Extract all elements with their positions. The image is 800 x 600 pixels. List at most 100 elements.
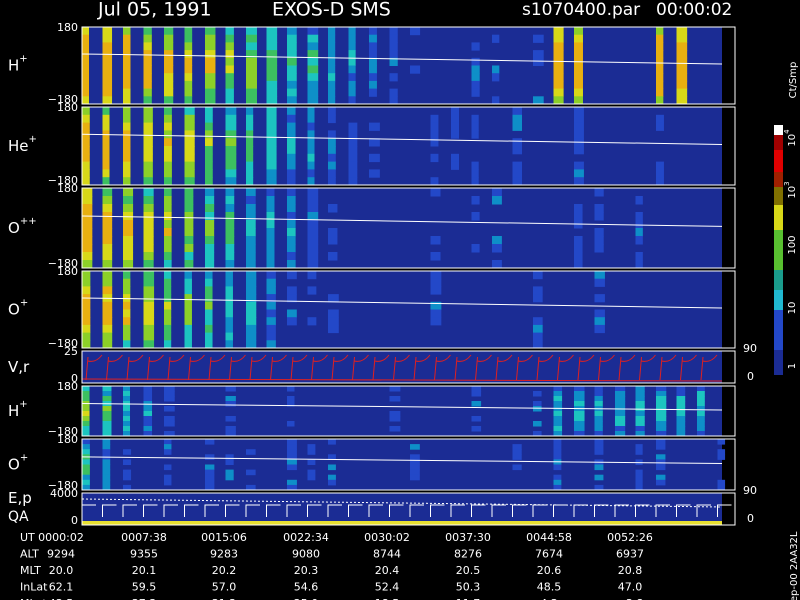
spectrogram-cell <box>205 96 216 105</box>
spectrogram-cell <box>717 439 726 445</box>
spectrogram-cell <box>225 65 234 74</box>
spectrogram-cell <box>594 426 603 432</box>
spectrogram-cell <box>82 196 93 205</box>
spectrogram-cell <box>287 454 297 460</box>
quality-bar <box>82 521 722 525</box>
spectrogram-cell <box>656 396 667 402</box>
spectrogram-cell <box>102 474 111 481</box>
spectrogram-cell <box>266 196 275 205</box>
panel-gap <box>722 107 735 185</box>
spectrogram-cell <box>328 252 338 261</box>
spectrogram-cell <box>307 271 317 280</box>
spectrogram-cell <box>307 138 315 147</box>
spectrogram-cell <box>246 146 254 155</box>
spectrogram-cell <box>143 50 152 59</box>
spectrogram-cell <box>328 169 336 178</box>
spectrogram-cell <box>348 146 358 155</box>
spectrogram-cell <box>82 444 90 450</box>
spectrogram-cell <box>287 439 297 445</box>
spectrogram-cell <box>102 169 110 178</box>
spectrogram-cell <box>225 301 233 310</box>
spectrogram-cell <box>594 244 604 253</box>
spectrogram-cell <box>205 42 216 51</box>
spectrogram-cell <box>307 252 319 261</box>
spectrogram-cell <box>82 96 90 105</box>
spectrogram-cell <box>594 396 603 402</box>
spectrogram-cell <box>328 204 338 213</box>
spectrogram-cell <box>656 177 664 186</box>
spectrogram-cell <box>266 42 278 51</box>
spectrogram-cell <box>615 426 626 432</box>
spectrogram-cell <box>102 317 113 326</box>
trace <box>413 354 431 381</box>
row-label: UT <box>20 531 35 544</box>
spectrogram-cell <box>471 177 479 186</box>
spectrogram-cell <box>82 386 90 392</box>
spectrogram-cell <box>164 50 174 59</box>
spectrogram-cell <box>82 252 93 261</box>
spectrogram-cell <box>717 449 726 455</box>
spectrogram-cell <box>164 188 172 197</box>
panel-frame <box>81 26 736 105</box>
spectrogram-cell <box>676 27 688 36</box>
spectrogram-cell <box>594 317 605 326</box>
spectrogram-cell <box>656 406 667 412</box>
spectrogram-cell <box>123 459 132 465</box>
trace <box>536 354 554 381</box>
spectrogram-cell <box>82 27 90 36</box>
row-value: 20.2 <box>212 564 237 577</box>
spectrogram-cell <box>205 244 215 253</box>
panel-label-text: E,p <box>8 489 32 507</box>
spectrogram-cell <box>287 252 296 261</box>
panels: H+180−180He+180−180O++180−180O+180−180V,… <box>8 21 757 527</box>
spectrogram-cell <box>143 122 153 131</box>
panel-gap <box>722 27 735 104</box>
spectrogram-cell <box>205 317 213 326</box>
panel: He+180−180 <box>8 101 736 187</box>
spectrogram-cell <box>123 406 131 412</box>
spectrogram-cell <box>656 42 664 51</box>
spectrogram-cell <box>533 324 543 334</box>
spectrogram-cell <box>553 65 564 74</box>
spectrogram-cell <box>553 454 562 460</box>
spectrogram-cell <box>123 426 131 432</box>
spectrogram-cell <box>225 431 236 437</box>
spectrogram-cell <box>143 107 153 116</box>
spectrogram-cell <box>287 96 297 105</box>
spectrogram-cell <box>656 96 664 105</box>
spectrogram-cell <box>512 122 522 131</box>
spectrogram-cell <box>553 42 564 51</box>
spectrogram-cell <box>184 220 194 229</box>
spectrogram-cell <box>164 396 175 402</box>
spectrogram-cell <box>553 444 562 450</box>
spectrogram-cell <box>184 236 194 245</box>
panel-label-text: H <box>8 402 19 420</box>
colorbar-segment <box>774 150 783 172</box>
spectrogram-cell <box>574 391 585 397</box>
spectrogram-cell <box>102 220 113 229</box>
spectrogram-cell <box>430 114 439 124</box>
y-tick-label: 180 <box>57 380 78 393</box>
spectrogram-cell <box>430 177 439 186</box>
spectrogram-cell <box>307 188 319 197</box>
spectrogram-cell <box>574 252 583 261</box>
spectrogram-cell <box>102 228 113 237</box>
spectrogram-cell <box>82 278 91 287</box>
spectrogram-cell <box>553 80 564 90</box>
spectrogram-cell <box>369 42 377 51</box>
spectrogram-cell <box>225 138 237 147</box>
spectrogram-cell <box>594 416 603 422</box>
spectrogram-cell <box>82 260 93 269</box>
trace <box>618 354 636 381</box>
row-value: 43.5 <box>49 597 74 600</box>
spectrogram-cell <box>410 27 421 36</box>
spectrogram-cell <box>205 34 216 43</box>
spectrogram-cell <box>656 426 667 432</box>
spectrogram-cell <box>164 286 172 295</box>
spectrogram-cell <box>123 391 131 397</box>
spectrogram-cell <box>266 80 278 90</box>
spectrogram-cell <box>205 464 215 471</box>
spectrogram-cell <box>656 114 664 124</box>
spectrogram-cell <box>246 27 257 36</box>
spectrogram-cell <box>656 65 664 74</box>
